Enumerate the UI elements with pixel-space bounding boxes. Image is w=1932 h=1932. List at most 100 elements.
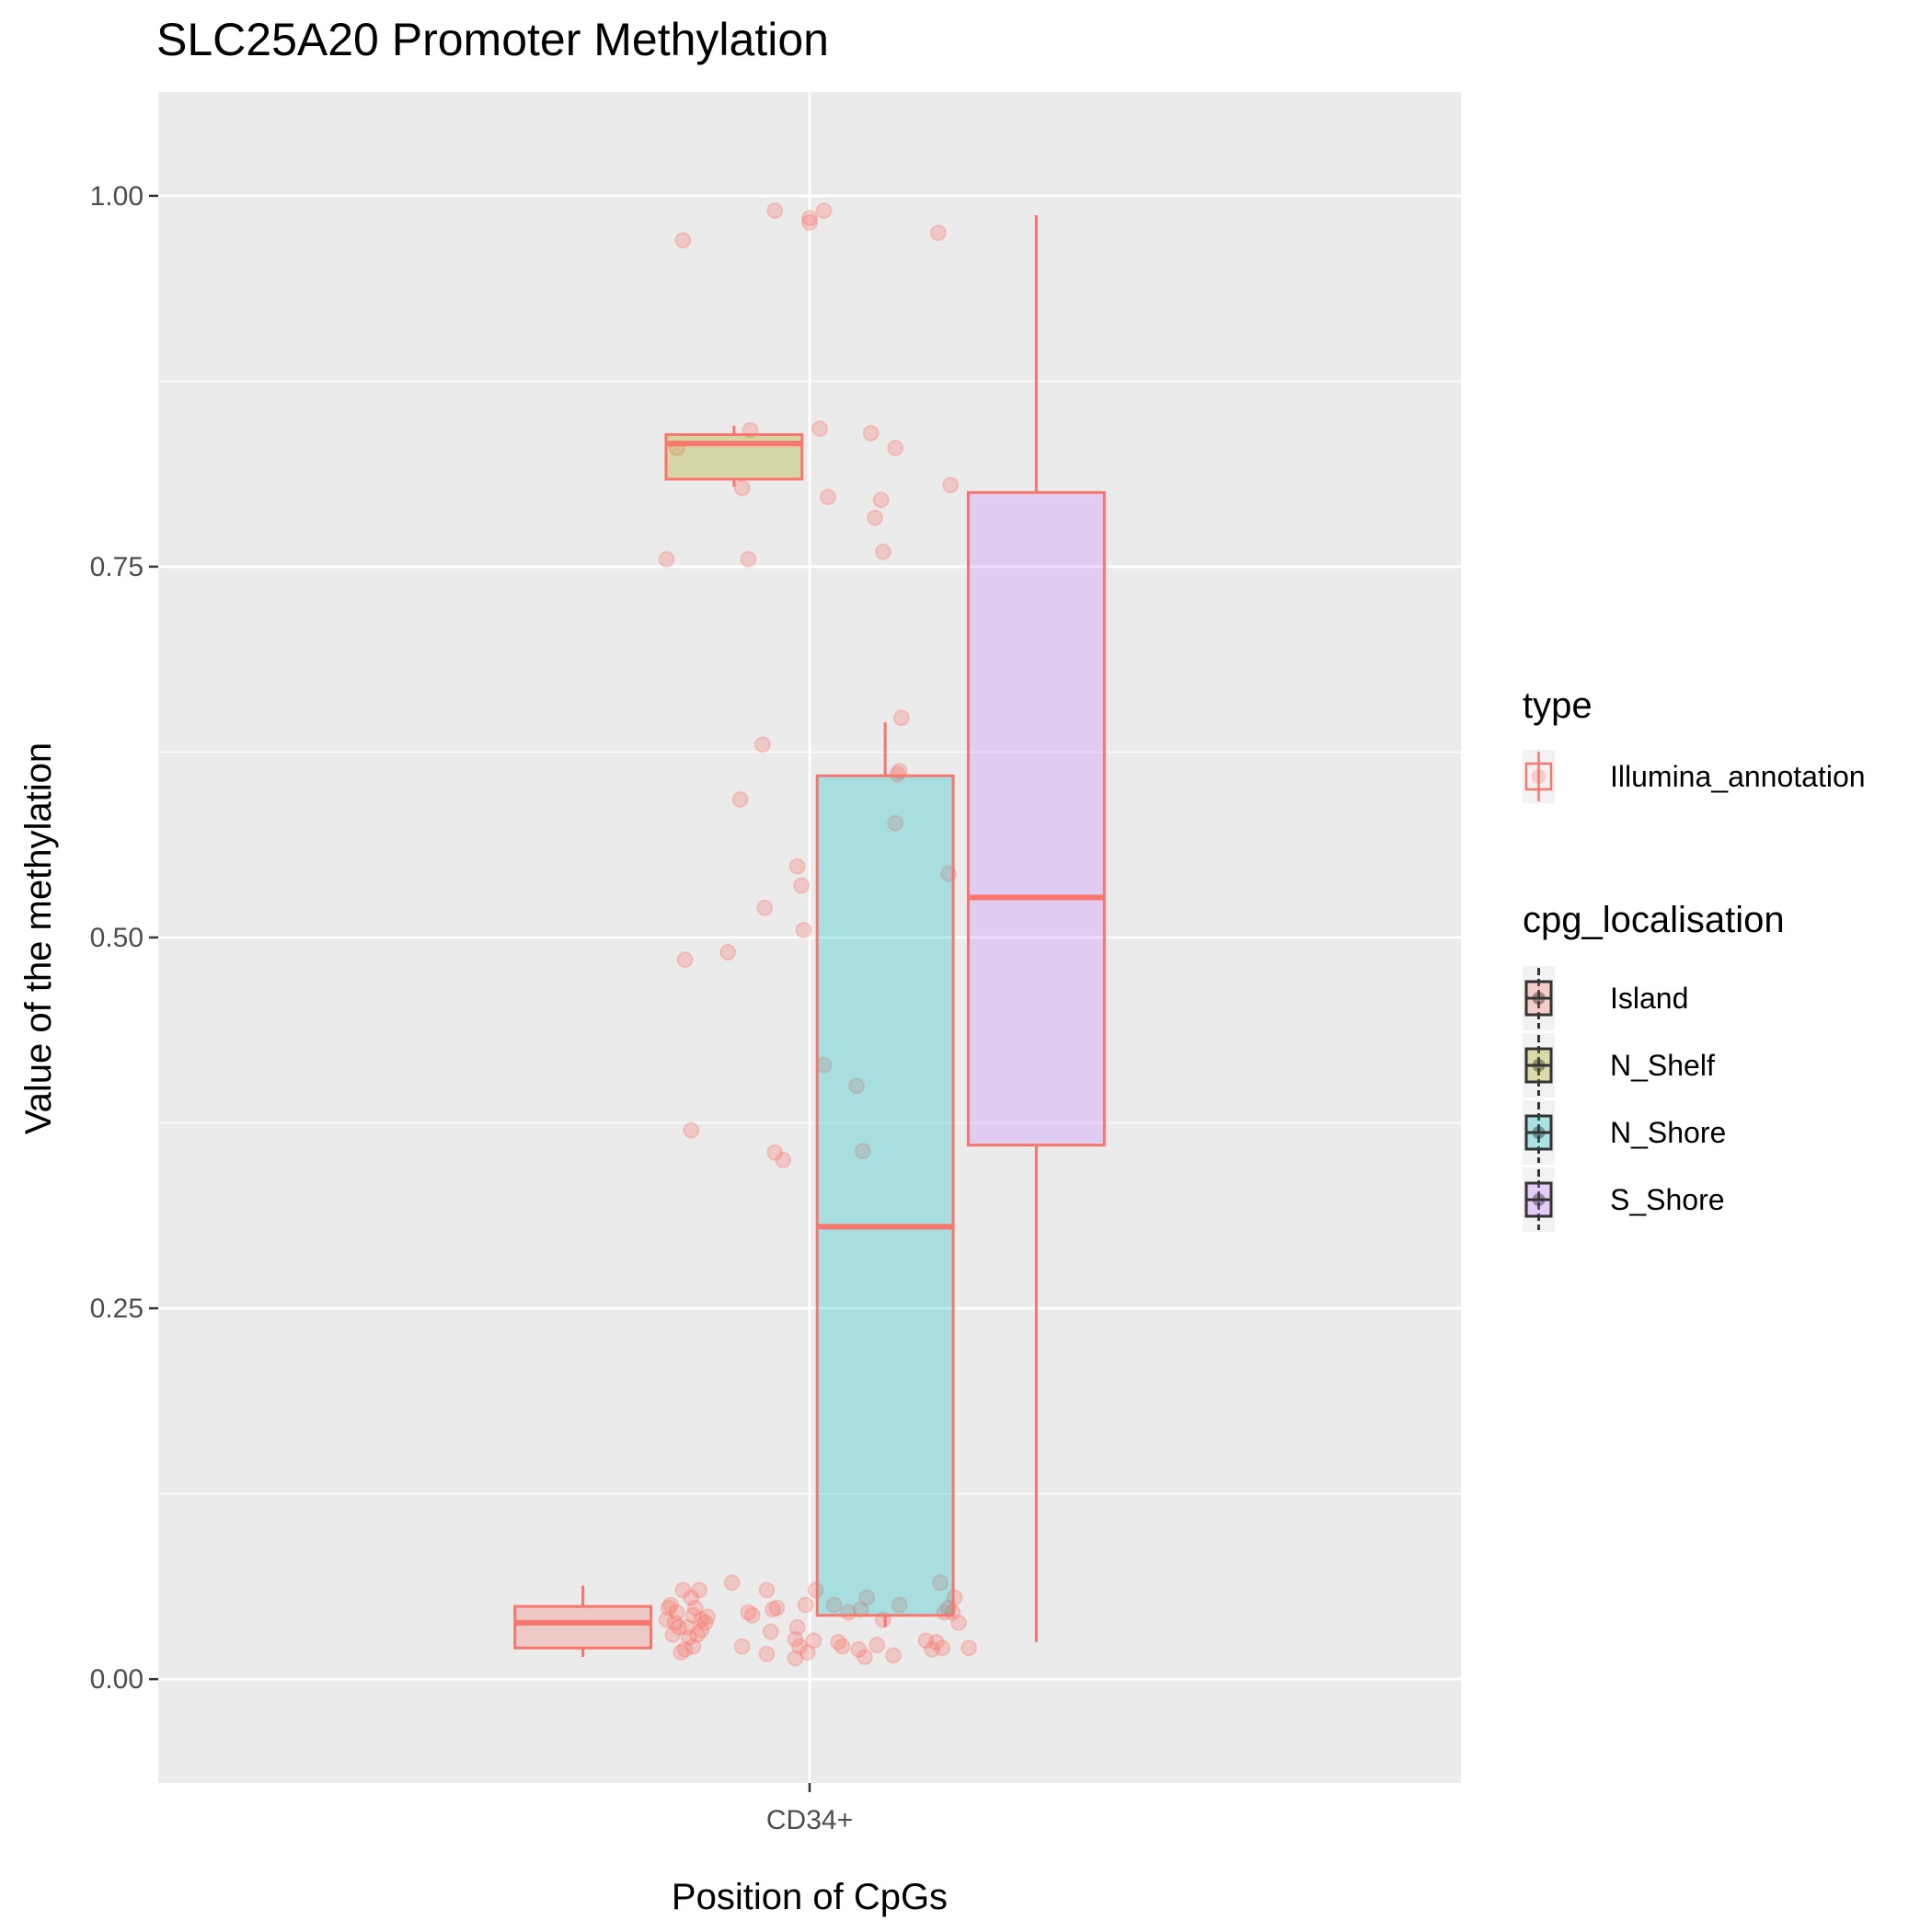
x-tick-label: CD34+ xyxy=(766,1805,853,1835)
data-point xyxy=(862,424,880,442)
legend-key-point xyxy=(1531,769,1547,784)
data-point xyxy=(731,791,749,809)
data-point xyxy=(852,1601,869,1618)
data-point xyxy=(688,1626,706,1643)
data-point xyxy=(887,439,904,456)
data-point xyxy=(856,1648,873,1665)
legend-key-point xyxy=(1532,992,1546,1005)
data-point xyxy=(765,1601,782,1618)
data-point xyxy=(753,736,771,753)
data-point xyxy=(950,1614,968,1631)
data-point xyxy=(664,1626,682,1643)
data-point xyxy=(658,1611,675,1628)
legend-key-point xyxy=(1532,1193,1546,1206)
data-point xyxy=(795,921,812,938)
data-point xyxy=(733,1638,751,1655)
data-point xyxy=(693,1621,710,1639)
data-point xyxy=(788,1618,806,1636)
legend-key-point xyxy=(1532,1126,1546,1139)
data-point xyxy=(787,1630,804,1648)
data-point xyxy=(946,1589,963,1606)
data-point xyxy=(807,1581,824,1599)
legend-label: Illumina_annotation xyxy=(1610,760,1866,793)
data-point xyxy=(693,1611,710,1628)
data-point xyxy=(733,479,751,497)
data-point xyxy=(743,1606,761,1624)
box-body xyxy=(815,774,955,1617)
data-point xyxy=(766,1144,784,1161)
y-tick-label: 0.75 xyxy=(90,552,144,582)
data-point xyxy=(699,1608,716,1626)
box-body xyxy=(513,1604,653,1650)
data-point xyxy=(668,1604,685,1621)
data-point xyxy=(934,1639,951,1657)
data-point xyxy=(799,1644,816,1662)
data-point xyxy=(670,1618,687,1636)
data-point xyxy=(830,1633,847,1650)
data-point xyxy=(872,491,890,509)
y-axis: 0.00 0.25 0.50 0.75 1.00 xyxy=(90,181,158,1695)
data-point xyxy=(819,489,836,506)
box-s-shore xyxy=(966,214,1106,1642)
data-point xyxy=(927,1633,945,1650)
boxes xyxy=(513,214,1106,1657)
data-point xyxy=(942,477,960,494)
data-point xyxy=(660,1599,677,1616)
legend: type Illumina_annotation cpg_localisation I… xyxy=(1523,685,1866,1232)
y-axis-title: Value of the methylation xyxy=(18,742,59,1134)
data-point xyxy=(868,1637,886,1654)
data-point xyxy=(790,1638,808,1655)
data-point xyxy=(854,1143,871,1160)
data-point xyxy=(662,1596,680,1614)
data-point xyxy=(766,201,784,219)
data-point xyxy=(801,210,818,227)
x-axis: CD34+ xyxy=(766,1783,853,1835)
data-point xyxy=(788,857,806,875)
legend-label: Island xyxy=(1610,982,1688,1015)
data-point xyxy=(775,1151,792,1168)
grid-lines xyxy=(158,92,1461,1783)
data-point xyxy=(811,420,829,437)
data-point xyxy=(658,550,675,568)
data-point xyxy=(874,543,891,560)
data-point xyxy=(848,1077,866,1095)
data-point xyxy=(797,1596,814,1614)
data-point xyxy=(815,201,833,219)
data-point xyxy=(892,709,910,727)
data-point xyxy=(793,877,811,894)
data-point xyxy=(887,814,904,832)
box-island xyxy=(513,1585,653,1657)
data-point xyxy=(678,1618,696,1636)
data-point xyxy=(683,1589,700,1606)
data-point xyxy=(885,1647,903,1664)
data-point xyxy=(960,1639,978,1657)
data-point xyxy=(932,1574,949,1592)
box-n-shelf xyxy=(664,425,804,487)
data-point xyxy=(917,1632,935,1650)
data-point xyxy=(758,1581,776,1599)
data-point xyxy=(867,509,884,526)
data-point xyxy=(684,1606,702,1624)
data-point xyxy=(674,1581,692,1599)
y-tick-label: 1.00 xyxy=(90,181,144,212)
data-point xyxy=(740,550,757,568)
data-point xyxy=(723,1574,741,1592)
box-body xyxy=(966,490,1106,1147)
data-point xyxy=(666,1614,684,1631)
y-tick-label: 0.50 xyxy=(90,923,144,953)
chart-title: SLC25A20 Promoter Methylation xyxy=(156,14,829,65)
data-point xyxy=(683,1121,700,1139)
data-point xyxy=(834,1638,851,1655)
data-point xyxy=(787,1650,804,1667)
data-point xyxy=(924,1640,941,1658)
data-point xyxy=(676,1640,694,1658)
legend-key-point xyxy=(1532,1059,1546,1072)
data-point xyxy=(762,1623,779,1640)
legend-title-type: type xyxy=(1523,685,1593,726)
x-axis-title: Position of CpGs xyxy=(672,1877,948,1917)
legend-label: S_Shore xyxy=(1610,1183,1725,1216)
data-point xyxy=(719,944,737,961)
jitter-points xyxy=(658,201,978,1667)
data-point xyxy=(673,1644,690,1662)
data-point xyxy=(676,951,694,969)
